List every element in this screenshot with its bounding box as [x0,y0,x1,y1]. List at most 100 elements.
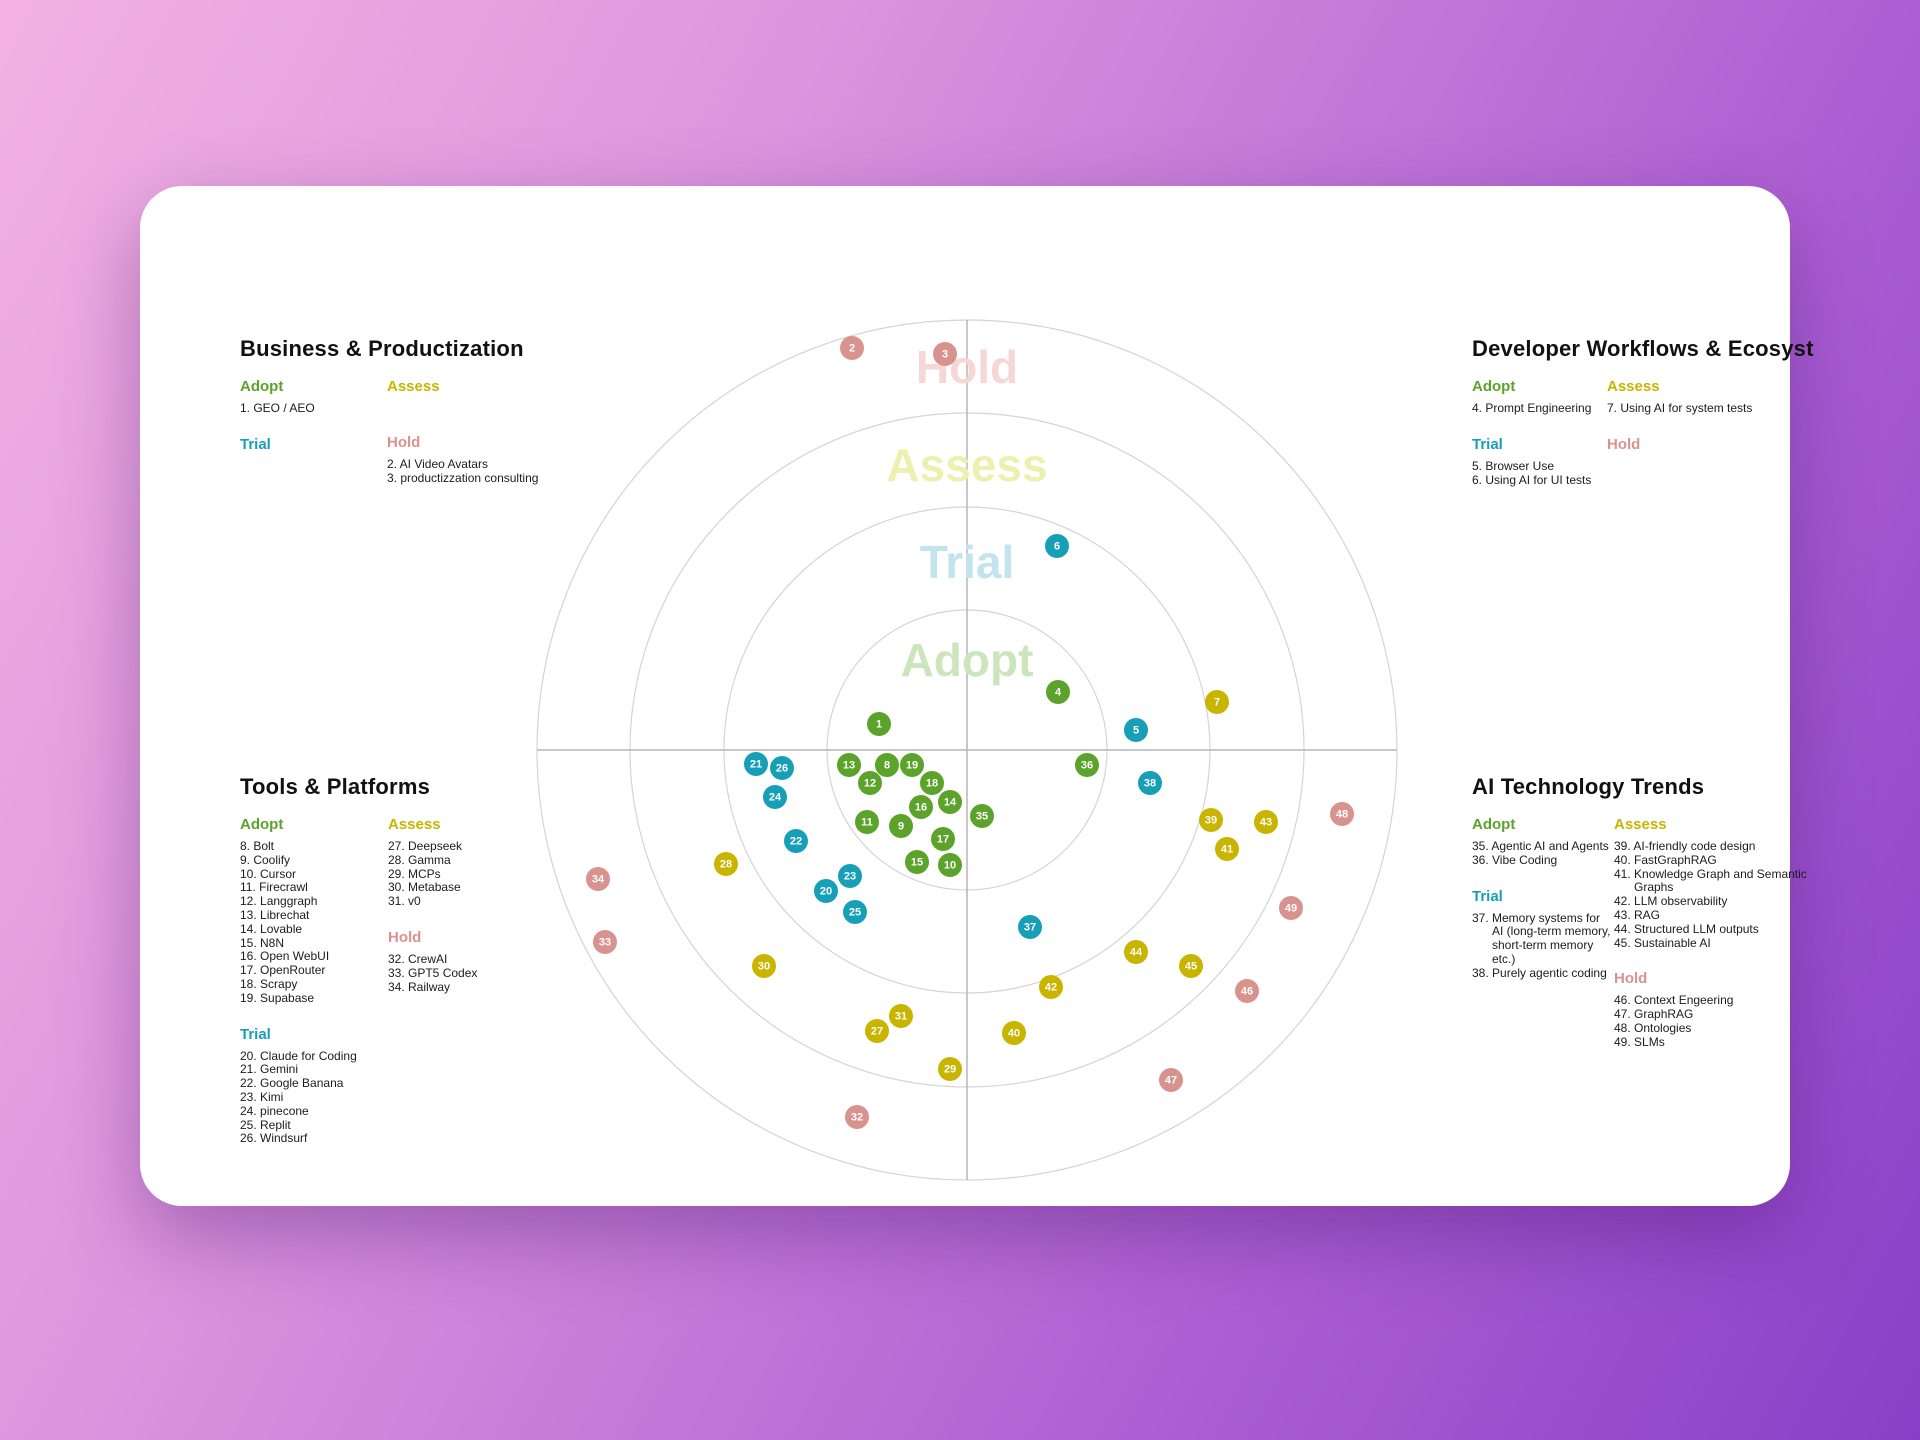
radar-item-20: 20. Claude for Coding [240,1048,357,1063]
radar-item-13: 13. Librechat [240,907,310,922]
category-items [1607,460,1807,472]
category-label-trial: Trial [1472,435,1503,453]
blip-27: 27 [865,1019,889,1043]
blip-34: 34 [586,867,610,891]
quadrant-title-tools: Tools & Platforms [240,774,431,799]
category-items: 8. Bolt 9. Coolify 10. Cursor 11. Firecrawl… [240,839,388,1006]
svg-text:9: 9 [898,821,904,833]
radar-item-47: 47. GraphRAG [1614,1007,1694,1022]
svg-text:1: 1 [876,719,882,731]
category-label-hold: Hold [387,434,421,451]
radar-item-16: 16. Open WebUI [240,949,330,964]
radar-item-18: 18. Scrapy [240,976,298,991]
blip-32: 32 [845,1105,869,1129]
radar-item-9: 9. Coolify [240,852,291,867]
category-items: 27. Deepseek 28. Gamma 29. MCPs 30. Metabas… [388,839,558,909]
svg-text:47: 47 [1165,1075,1177,1087]
category-items: 1. GEO / AEO [240,401,387,416]
radar-item-5: 5. Browser Use [1472,458,1555,473]
quadrant-column: Adopt 8. Bolt 9. Coolify 10. Cursor 11. Fire… [240,816,388,1166]
radar-item-2: 2. AI Video Avatars [387,457,488,471]
radar-item-15: 15. N8N [240,935,285,950]
radar-item-28: 28. Gamma [388,852,451,867]
blip-28: 28 [714,852,738,876]
svg-text:27: 27 [871,1026,883,1038]
blip-15: 15 [905,850,929,874]
category-items: 39. AI-friendly code design 40. FastGraph… [1614,839,1809,950]
svg-text:46: 46 [1241,986,1253,998]
radar-item-25: 25. Replit [240,1117,291,1132]
blip-11: 11 [855,810,879,834]
category-label-assess: Assess [1607,378,1660,395]
svg-text:35: 35 [976,811,988,823]
blip-43: 43 [1254,810,1278,834]
category-items: 37. Memory systems for AI (long-term mem… [1472,911,1614,981]
svg-text:18: 18 [926,778,938,790]
blip-40: 40 [1002,1021,1026,1045]
svg-text:15: 15 [911,857,923,869]
category-label-assess: Assess [387,378,440,395]
radar-item-46: 46. Context Engeering [1614,993,1734,1008]
radar-item-7: 7. Using AI for system tests [1607,401,1753,415]
category-label-adopt: Adopt [240,816,284,833]
category-label-adopt: Adopt [1472,378,1516,395]
quadrant-column: Adopt 1. GEO / AEO Trial [240,378,387,506]
svg-text:33: 33 [599,937,611,949]
blip-21: 21 [744,752,768,776]
radar-item-6: 6. Using AI for UI tests [1472,472,1592,487]
category-label-adopt: Adopt [1472,816,1516,833]
svg-text:6: 6 [1054,541,1060,553]
blip-47: 47 [1159,1068,1183,1092]
svg-text:19: 19 [906,760,918,772]
svg-text:16: 16 [915,802,927,814]
svg-text:10: 10 [944,860,956,872]
quadrant-column: Assess 27. Deepseek 28. Gamma 29. MCPs 30. M… [388,816,558,1166]
quadrant-tools: Tools & Platforms Adopt 8. Bolt 9. Coolify… [240,774,720,1166]
blip-31: 31 [889,1004,913,1028]
blip-41: 41 [1215,837,1239,861]
category-label-hold: Hold [1607,435,1641,453]
svg-text:22: 22 [790,836,802,848]
radar-item-41: 41. Knowledge Graph and Semantic Graphs [1614,866,1807,895]
svg-text:39: 39 [1205,815,1217,827]
radar-card: Business & Productization Adopt 1. GEO / … [140,186,1813,1206]
category-label-hold: Hold [1614,970,1648,988]
blip-18: 18 [920,771,944,795]
radar-item-27: 27. Deepseek [388,839,463,853]
svg-text:13: 13 [843,760,855,772]
radar-item-48: 48. Ontologies [1614,1020,1692,1035]
category-items: 5. Browser Use 6. Using AI for UI tests [1472,458,1607,488]
category-items: 4. Prompt Engineering [1472,401,1607,416]
blip-17: 17 [931,827,955,851]
quadrant-lists-trends: Adopt 35. Agentic AI and Agents 36. Vibe C… [1472,816,1822,1070]
blip-20: 20 [814,879,838,903]
blip-49: 49 [1279,896,1303,920]
category-items: 20. Claude for Coding 21. Gemini 22. Googl… [240,1048,388,1147]
svg-text:26: 26 [776,763,788,775]
category-label-assess: Assess [1614,816,1667,833]
ring-label-adopt: Adopt [901,634,1034,686]
blip-23: 23 [838,864,862,888]
blip-26: 26 [770,756,794,780]
blip-10: 10 [938,853,962,877]
ring-label-hold: Hold [916,341,1018,393]
quadrant-column: Assess 39. AI-friendly code design 40. Fas… [1614,816,1809,1070]
svg-text:41: 41 [1221,844,1233,856]
radar-item-24: 24. pinecone [240,1103,309,1118]
blip-5: 5 [1124,718,1148,742]
category-items: 7. Using AI for system tests [1607,401,1807,416]
radar-item-8: 8. Bolt [240,839,275,853]
blip-29: 29 [938,1057,962,1081]
quadrant-lists-tools: Adopt 8. Bolt 9. Coolify 10. Cursor 11. Fire… [240,816,720,1166]
ring-label-assess: Assess [886,439,1047,491]
svg-text:45: 45 [1185,961,1197,973]
quadrant-column: Assess Hold 2. AI Video Avatars 3. producti… [387,378,617,506]
radar-item-11: 11. Firecrawl [240,880,308,895]
radar-item-3: 3. productizzation consulting [387,470,539,485]
quadrant-lists-developer: Adopt 4. Prompt Engineering Trial 5. Browse… [1472,378,1822,507]
category-label-adopt: Adopt [240,378,284,395]
svg-text:32: 32 [851,1112,863,1124]
blip-3: 3 [933,342,957,366]
svg-text:31: 31 [895,1011,907,1023]
